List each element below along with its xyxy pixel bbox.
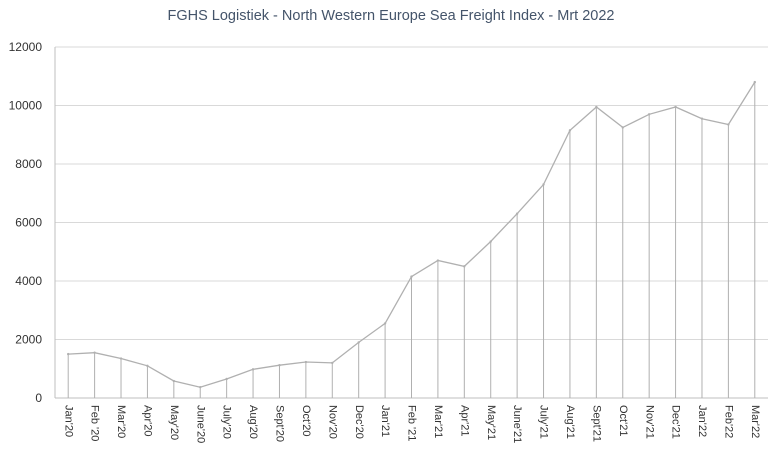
data-point <box>700 117 704 120</box>
x-tick-label: Dec'20 <box>353 405 365 439</box>
data-point <box>93 351 96 354</box>
x-tick-label: Aug'21 <box>564 405 576 439</box>
y-tick-label: 6000 <box>15 216 42 230</box>
x-tick-label: July'21 <box>538 405 550 439</box>
x-tick-label: May'21 <box>485 405 497 440</box>
y-tick-label: 0 <box>35 391 42 405</box>
x-tick-label: Sept'21 <box>590 405 602 442</box>
y-tick-label: 4000 <box>15 274 42 288</box>
data-point <box>410 275 413 278</box>
x-tick-label: Feb '20 <box>89 405 101 441</box>
x-tick-label: Apr'20 <box>142 405 154 436</box>
x-tick-label: June'21 <box>511 405 523 443</box>
chart-title: FGHS Logistiek - North Western Europe Se… <box>167 8 615 24</box>
x-tick-label: Oct'20 <box>300 405 312 436</box>
x-tick-label: Feb '21 <box>406 405 418 441</box>
data-point <box>199 385 202 389</box>
y-tick-label: 12000 <box>9 40 43 54</box>
y-tick-label: 8000 <box>15 157 42 171</box>
x-tick-label: Oct'21 <box>617 405 629 436</box>
x-tick-label: Nov'20 <box>326 405 338 439</box>
data-point <box>647 113 651 116</box>
x-tick-label: Apr'21 <box>458 405 470 436</box>
data-point <box>515 212 519 215</box>
x-tick-label: July'20 <box>221 405 233 439</box>
data-point <box>436 259 440 262</box>
data-point <box>621 126 624 129</box>
x-tick-label: Jan'20 <box>62 405 74 437</box>
x-tick-label: Nov'21 <box>643 405 655 439</box>
x-tick-label: Feb'22 <box>722 405 734 438</box>
data-point <box>357 341 360 344</box>
data-point <box>674 105 677 109</box>
x-tick-label: Dec'21 <box>670 405 682 439</box>
y-tick-label: 2000 <box>15 333 42 347</box>
data-point <box>331 361 334 365</box>
x-tick-label: May'20 <box>168 405 180 440</box>
data-point <box>383 322 387 325</box>
data-point <box>119 357 123 360</box>
data-point <box>304 360 308 364</box>
data-point <box>463 265 466 268</box>
data-point <box>251 368 255 371</box>
data-point <box>568 129 572 132</box>
x-tick-label: Jan'22 <box>696 405 708 437</box>
x-tick-label: Mar'22 <box>749 405 761 438</box>
x-tick-label: Mar'21 <box>432 405 444 438</box>
data-point <box>67 352 70 356</box>
data-point <box>278 364 281 367</box>
x-tick-label: Mar'20 <box>115 405 127 438</box>
y-tick-label: 10000 <box>9 99 43 113</box>
data-point <box>542 183 545 186</box>
data-point <box>172 379 176 383</box>
data-point <box>146 364 149 368</box>
data-point <box>225 377 228 381</box>
data-point <box>753 80 756 84</box>
x-tick-label: Aug'20 <box>247 405 259 439</box>
data-point <box>595 105 598 109</box>
data-point <box>727 123 730 126</box>
x-tick-label: June'20 <box>194 405 206 443</box>
data-point <box>489 240 492 243</box>
x-tick-label: Sept'20 <box>274 405 286 442</box>
x-tick-label: Jan'21 <box>379 405 391 437</box>
